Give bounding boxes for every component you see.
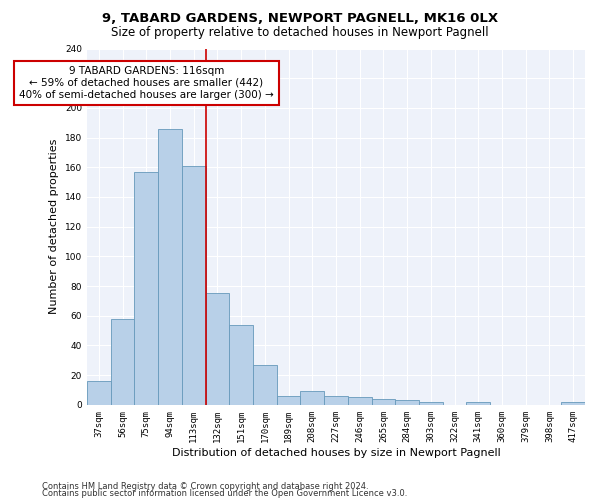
Bar	[229, 324, 253, 405]
Bar	[561, 402, 585, 405]
Bar	[206, 294, 229, 405]
Bar	[134, 172, 158, 405]
Text: Size of property relative to detached houses in Newport Pagnell: Size of property relative to detached ho…	[111, 26, 489, 39]
Bar	[395, 400, 419, 405]
Y-axis label: Number of detached properties: Number of detached properties	[49, 139, 59, 314]
Bar	[158, 128, 182, 405]
Bar	[182, 166, 206, 405]
Bar	[348, 398, 371, 405]
Bar	[301, 392, 324, 405]
Bar	[87, 381, 111, 405]
Bar	[277, 396, 301, 405]
Bar	[371, 399, 395, 405]
Bar	[419, 402, 443, 405]
Text: Contains HM Land Registry data © Crown copyright and database right 2024.: Contains HM Land Registry data © Crown c…	[42, 482, 368, 491]
Text: 9 TABARD GARDENS: 116sqm
← 59% of detached houses are smaller (442)
40% of semi-: 9 TABARD GARDENS: 116sqm ← 59% of detach…	[19, 66, 274, 100]
Text: 9, TABARD GARDENS, NEWPORT PAGNELL, MK16 0LX: 9, TABARD GARDENS, NEWPORT PAGNELL, MK16…	[102, 12, 498, 26]
Bar	[324, 396, 348, 405]
Bar	[253, 364, 277, 405]
Text: Contains public sector information licensed under the Open Government Licence v3: Contains public sector information licen…	[42, 490, 407, 498]
X-axis label: Distribution of detached houses by size in Newport Pagnell: Distribution of detached houses by size …	[172, 448, 500, 458]
Bar	[111, 318, 134, 405]
Bar	[466, 402, 490, 405]
